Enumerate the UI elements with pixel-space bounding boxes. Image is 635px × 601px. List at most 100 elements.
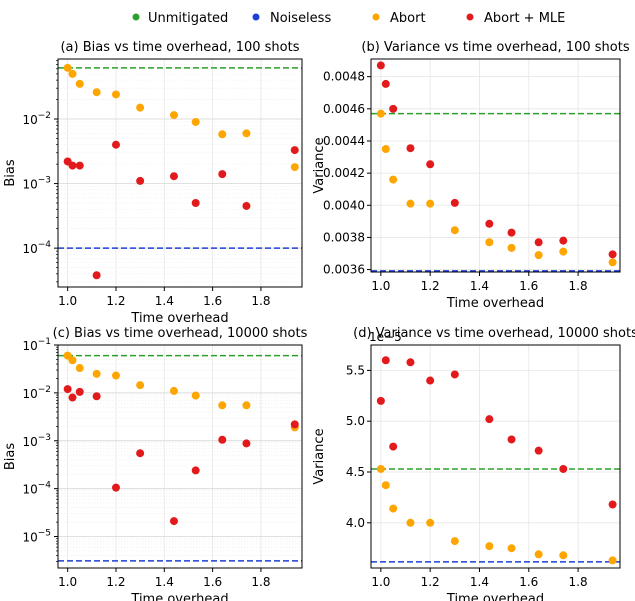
data-point-abort-mle [406, 144, 415, 153]
data-point-abort-mle [450, 198, 459, 207]
x-tick-label: 1.4 [470, 279, 489, 293]
data-point-abort [426, 199, 435, 208]
data-point-abort-mle [534, 238, 543, 247]
x-tick-label: 1.6 [519, 279, 538, 293]
y-tick-label: 0.0048 [323, 70, 365, 84]
x-tick-label: 1.8 [251, 575, 270, 589]
data-point-abort-mle [92, 392, 101, 401]
data-point-abort-mle [381, 79, 390, 88]
chart-panel-3: 1.0 1.2 1.4 1.6 1.8 10−5 10−4 10−3 10−2 10−1(c) B… [3, 326, 308, 601]
data-point-abort-mle [485, 415, 494, 424]
data-point-abort-mle [92, 271, 101, 280]
legend: Unmitigated Noiseless Abort Abort + MLE [132, 11, 565, 26]
y-tick-label: 0.0042 [323, 166, 365, 180]
legend-label-noiseless: Noiseless [270, 11, 331, 26]
chart-panel-2: 1.0 1.2 1.4 1.6 1.8 0.0036 0.0038 0.0040 0.0042 0… [312, 40, 630, 311]
data-point-abort [608, 556, 617, 565]
x-tick-label: 1.4 [155, 575, 174, 589]
data-point-abort-mle [68, 393, 77, 402]
data-point-abort-mle [507, 228, 516, 237]
data-point-abort [389, 175, 398, 184]
chart-panels: 1.0 1.2 1.4 1.6 1.8 10−4 10−3 10−2 (a) Bias vs t… [3, 40, 635, 601]
x-tick-label: 1.8 [251, 294, 270, 308]
data-point-abort-mle [426, 160, 435, 169]
data-point-abort-mle [169, 517, 178, 526]
y-tick-label: 10−2 [22, 385, 51, 401]
data-point-abort [75, 364, 84, 373]
x-tick-label: 1.0 [58, 575, 77, 589]
data-point-abort-mle [426, 376, 435, 385]
x-tick-label: 1.6 [203, 294, 222, 308]
data-point-abort [559, 551, 568, 560]
y-tick-label: 0.0044 [323, 134, 365, 148]
x-tick-label: 1.2 [106, 575, 125, 589]
data-point-abort [111, 371, 120, 380]
data-point-abort [376, 464, 385, 473]
data-point-abort [169, 111, 178, 120]
y-axis-label: Variance [312, 137, 327, 193]
data-point-abort [136, 103, 145, 112]
y-axis-label: Bias [3, 159, 18, 186]
data-point-abort [218, 401, 227, 410]
data-point-abort-mle [376, 396, 385, 405]
data-point-abort [92, 369, 101, 378]
axes-frame [370, 344, 621, 569]
data-point-abort [507, 243, 516, 252]
data-point-abort-mle [389, 442, 398, 451]
y-tick-label: 10−3 [22, 433, 51, 449]
data-point-abort-mle [534, 446, 543, 455]
chart-title: (b) Variance vs time overhead, 100 shots [361, 40, 629, 55]
data-point-abort-mle [485, 219, 494, 228]
series-abort-mle [63, 385, 299, 526]
data-point-abort [450, 226, 459, 235]
data-point-abort [450, 537, 459, 546]
series-abort-mle [376, 61, 617, 259]
data-point-abort-mle [218, 435, 227, 444]
data-point-abort [169, 386, 178, 395]
data-point-abort-mle [75, 161, 84, 170]
x-tick-label: 1.2 [106, 294, 125, 308]
y-offset-text: 1e−5 [369, 330, 402, 344]
legend-marker-noiseless [252, 13, 260, 21]
data-point-abort-mle [559, 236, 568, 245]
x-axis-label: Time overhead [130, 592, 228, 601]
data-point-abort [406, 518, 415, 527]
legend-label-abort-mle: Abort + MLE [484, 11, 565, 26]
data-point-abort-mle [242, 201, 251, 210]
data-point-abort [136, 381, 145, 390]
data-point-abort-mle [389, 104, 398, 113]
y-tick-label: 0.0040 [323, 198, 365, 212]
x-tick-label: 1.8 [569, 575, 588, 589]
data-point-abort [92, 88, 101, 97]
y-tick-label: 5.5 [346, 363, 365, 377]
data-point-abort-mle [169, 172, 178, 181]
series-abort [376, 464, 617, 565]
data-point-abort [290, 163, 299, 172]
legend-label-abort: Abort [390, 11, 426, 26]
y-axis-label: Bias [3, 443, 18, 470]
grid [371, 345, 620, 568]
data-point-abort [485, 238, 494, 247]
data-point-abort [507, 544, 516, 553]
x-tick-label: 1.0 [58, 294, 77, 308]
data-point-abort [376, 109, 385, 118]
chart-title: (d) Variance vs time overhead, 10000 sho… [353, 326, 635, 341]
grid [371, 59, 620, 272]
x-tick-label: 1.0 [371, 575, 390, 589]
legend-label-unmitigated: Unmitigated [148, 11, 228, 26]
axes-frame [57, 58, 303, 288]
data-point-abort-mle [63, 385, 72, 394]
series-abort [63, 351, 299, 432]
y-tick-label: 0.0038 [323, 230, 365, 244]
data-point-abort-mle [111, 483, 120, 492]
data-point-abort-mle [68, 161, 77, 170]
y-tick-label: 0.0046 [323, 102, 365, 116]
data-point-abort-mle [381, 356, 390, 365]
series-abort [63, 63, 299, 172]
y-tick-label: 0.0036 [323, 263, 365, 277]
chart-panel-1: 1.0 1.2 1.4 1.6 1.8 10−4 10−3 10−2 (a) Bias vs t… [3, 40, 303, 326]
grid [58, 344, 302, 568]
data-point-abort-mle [608, 250, 617, 259]
y-axis-label: Variance [312, 428, 327, 484]
data-point-abort [68, 69, 77, 78]
